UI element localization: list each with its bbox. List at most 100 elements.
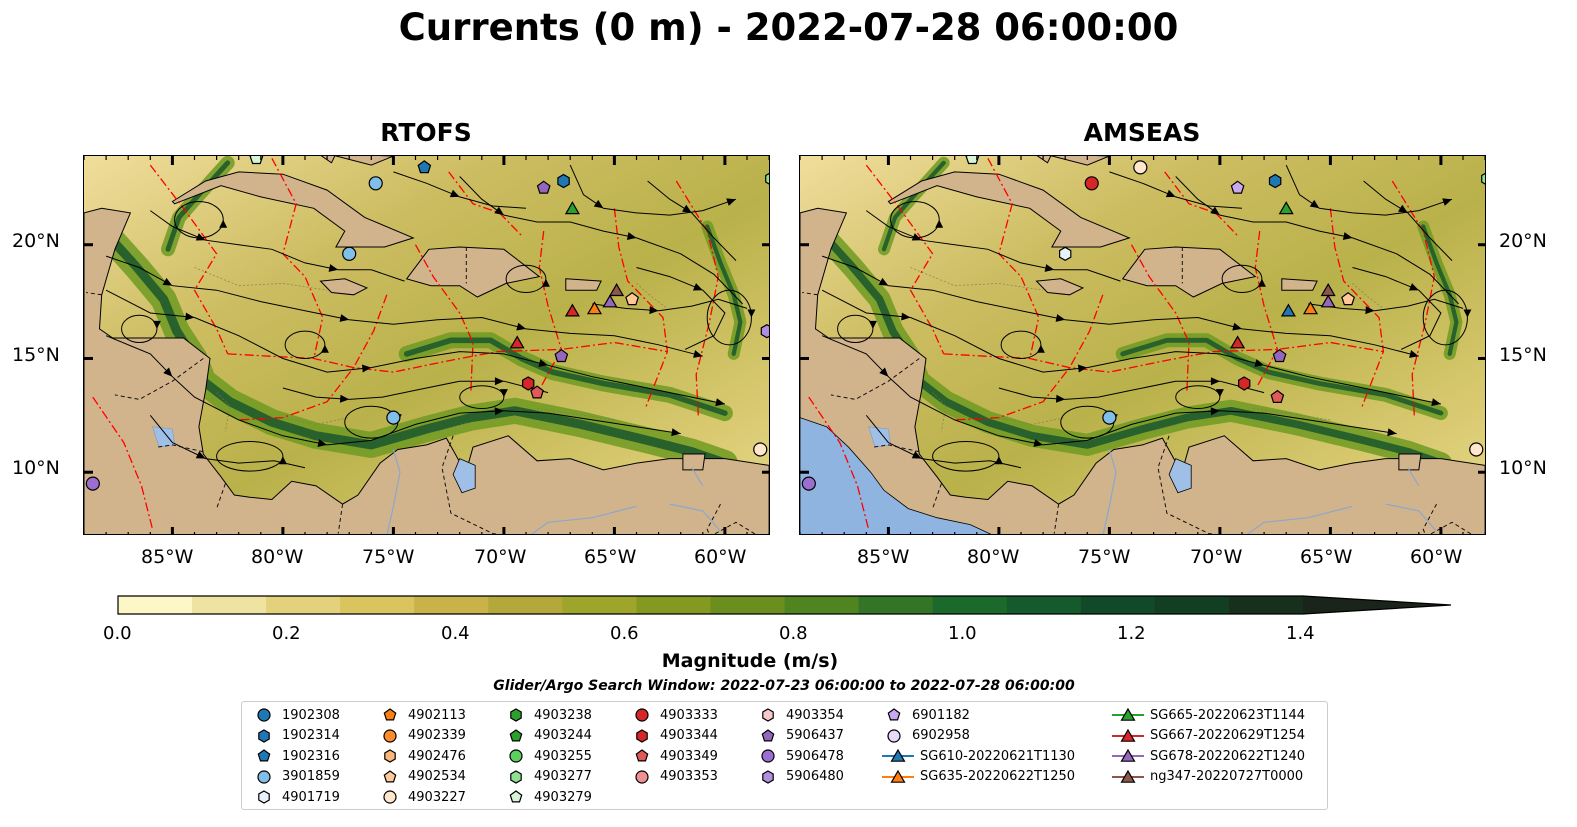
land-hispaniola (405, 246, 541, 298)
streamline-arrow (682, 204, 692, 213)
streamline (636, 267, 726, 350)
streamline-arrow (935, 219, 944, 228)
streamline-arrow (1165, 189, 1176, 198)
streamline (1175, 176, 1459, 305)
legend-marker-icon (510, 708, 522, 722)
legend-label: 4903244 (534, 728, 592, 743)
eez-boundary (954, 294, 1104, 421)
float-marker (557, 173, 570, 189)
streamline-arrow (868, 320, 877, 329)
current-core (101, 228, 730, 468)
country-border (1053, 504, 1060, 534)
legend-marker (257, 708, 271, 722)
float-marker (564, 303, 580, 317)
country-border (872, 444, 920, 453)
streamline-arrow (1342, 232, 1353, 241)
river (386, 449, 401, 534)
legend-marker-icon (383, 708, 397, 721)
legend-marker-icon (383, 790, 397, 804)
legend-label: 4903349 (660, 748, 718, 764)
legend-item: 4903354 (756, 705, 844, 725)
streamline (149, 414, 306, 469)
country-border (932, 483, 942, 509)
legend-label: 1902314 (282, 728, 340, 743)
lon-tick-amseas: 65°W (1300, 546, 1353, 568)
legend-marker-icon (636, 728, 648, 743)
streamline-arrow (494, 206, 504, 216)
streamline-arrow (911, 451, 922, 459)
legend-marker (1120, 728, 1136, 742)
legend-label: 4902476 (408, 748, 466, 764)
land-andros (1036, 156, 1052, 164)
legend-marker (635, 749, 649, 762)
streamline (821, 335, 1397, 446)
river (691, 467, 704, 487)
streamline-arrow (185, 312, 195, 321)
lon-tick-amseas: 60°W (1410, 546, 1463, 568)
legend-label: ng347-20220727T0000 (1150, 769, 1304, 784)
legend-marker (510, 769, 522, 784)
streamline-arrow (715, 398, 725, 407)
legend-item: 6902958 (882, 726, 970, 746)
legend-label: 4903353 (660, 769, 718, 784)
colorbar-segment (1080, 596, 1156, 614)
legend-item: 4903353 (630, 767, 718, 787)
streamline-arrow (1442, 198, 1452, 206)
streamline-arrow (339, 394, 350, 403)
legend-marker-icon (383, 728, 397, 743)
eez-boundary (227, 341, 668, 373)
float-marker (1238, 376, 1251, 391)
legend-marker (257, 749, 271, 762)
panel-title-rtofs: RTOFS (380, 118, 472, 147)
legend-label: 4902339 (408, 728, 466, 743)
streamline-arrow (1033, 439, 1044, 448)
float-marker (1102, 410, 1117, 425)
legend-marker (1120, 707, 1136, 721)
streamline-arrow (1210, 206, 1220, 216)
streamline-arrow (499, 389, 508, 398)
colorbar-segment (636, 596, 712, 614)
bathymetry-contour (910, 267, 1044, 291)
eddy-streamline (706, 289, 752, 346)
legend-marker-icon (635, 749, 649, 762)
eddy-streamline (890, 201, 940, 239)
legend-marker-icon (384, 749, 396, 763)
streamline-arrow (494, 407, 504, 416)
streamline (105, 335, 681, 446)
lon-tick-amseas: 70°W (1190, 546, 1243, 568)
legend: 1902308 1902314 1902316 3901859 4901719 49021… (241, 701, 1328, 810)
eddy-streamline (459, 385, 505, 410)
eez-boundary (149, 164, 229, 355)
legend-label: SG665-20220623T1144 (1150, 707, 1306, 723)
float-marker (1272, 348, 1287, 363)
legend-marker (762, 769, 774, 784)
legend-marker (1120, 748, 1136, 762)
legend-label: 4903238 (534, 707, 592, 723)
legend-item: SG678-20220622T1240 (1112, 746, 1305, 766)
eez-boundary (414, 244, 474, 393)
legend-label: 4903279 (534, 789, 592, 805)
legend-item: SG665-20220623T1144 (1112, 705, 1305, 725)
legend-item: 4903227 (378, 787, 466, 807)
float-marker (602, 294, 618, 308)
eez-boundary (538, 231, 563, 387)
legend-item: 1902308 (252, 705, 340, 725)
legend-item: 4902339 (378, 726, 466, 746)
legend-marker-icon (882, 748, 914, 762)
eez-boundary (1164, 171, 1239, 237)
float-marker (586, 301, 603, 315)
legend-label: 1902316 (282, 748, 340, 764)
eddy-streamline (1422, 289, 1468, 346)
float-marker (768, 174, 769, 175)
streamline-arrow (317, 439, 328, 448)
legend-marker-icon (761, 749, 775, 763)
search-window-text: Glider/Argo Search Window: 2022-07-23 06… (493, 678, 1075, 694)
lon-tick-amseas: 85°W (857, 546, 910, 568)
streamline-arrow (195, 451, 206, 459)
streamline-arrow (911, 233, 922, 241)
streamline-arrow (1077, 364, 1088, 373)
legend-label: 6902958 (912, 728, 970, 743)
land-jamaica (319, 278, 369, 296)
eez-boundary (1130, 244, 1190, 393)
lon-tick-rtofs: 60°W (694, 546, 747, 568)
